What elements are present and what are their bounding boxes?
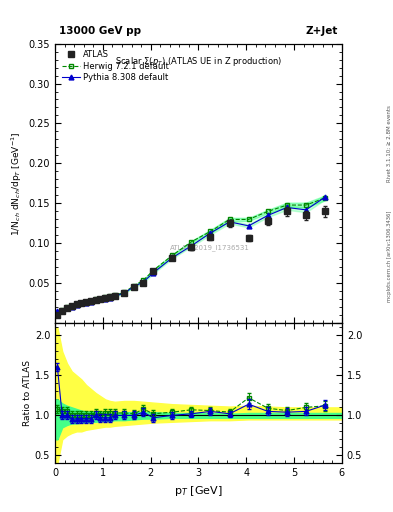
Text: Rivet 3.1.10; ≥ 2.8M events: Rivet 3.1.10; ≥ 2.8M events [387, 105, 392, 182]
Text: 13000 GeV pp: 13000 GeV pp [59, 26, 141, 36]
Y-axis label: 1/N$_{ch}$ dN$_{ch}$/dp$_T$ [GeV$^{-1}$]: 1/N$_{ch}$ dN$_{ch}$/dp$_T$ [GeV$^{-1}$] [10, 131, 24, 236]
X-axis label: p$_T$ [GeV]: p$_T$ [GeV] [174, 484, 223, 498]
Text: mcplots.cern.ch [arXiv:1306.3436]: mcplots.cern.ch [arXiv:1306.3436] [387, 210, 392, 302]
Text: Z+Jet: Z+Jet [306, 26, 338, 36]
Legend: ATLAS, Herwig 7.2.1 default, Pythia 8.308 default: ATLAS, Herwig 7.2.1 default, Pythia 8.30… [59, 48, 172, 84]
Text: Scalar $\Sigma(p_T)$ (ATLAS UE in Z production): Scalar $\Sigma(p_T)$ (ATLAS UE in Z prod… [115, 55, 282, 68]
Text: ATLAS_2019_I1736531: ATLAS_2019_I1736531 [170, 244, 250, 251]
Y-axis label: Ratio to ATLAS: Ratio to ATLAS [23, 360, 32, 426]
